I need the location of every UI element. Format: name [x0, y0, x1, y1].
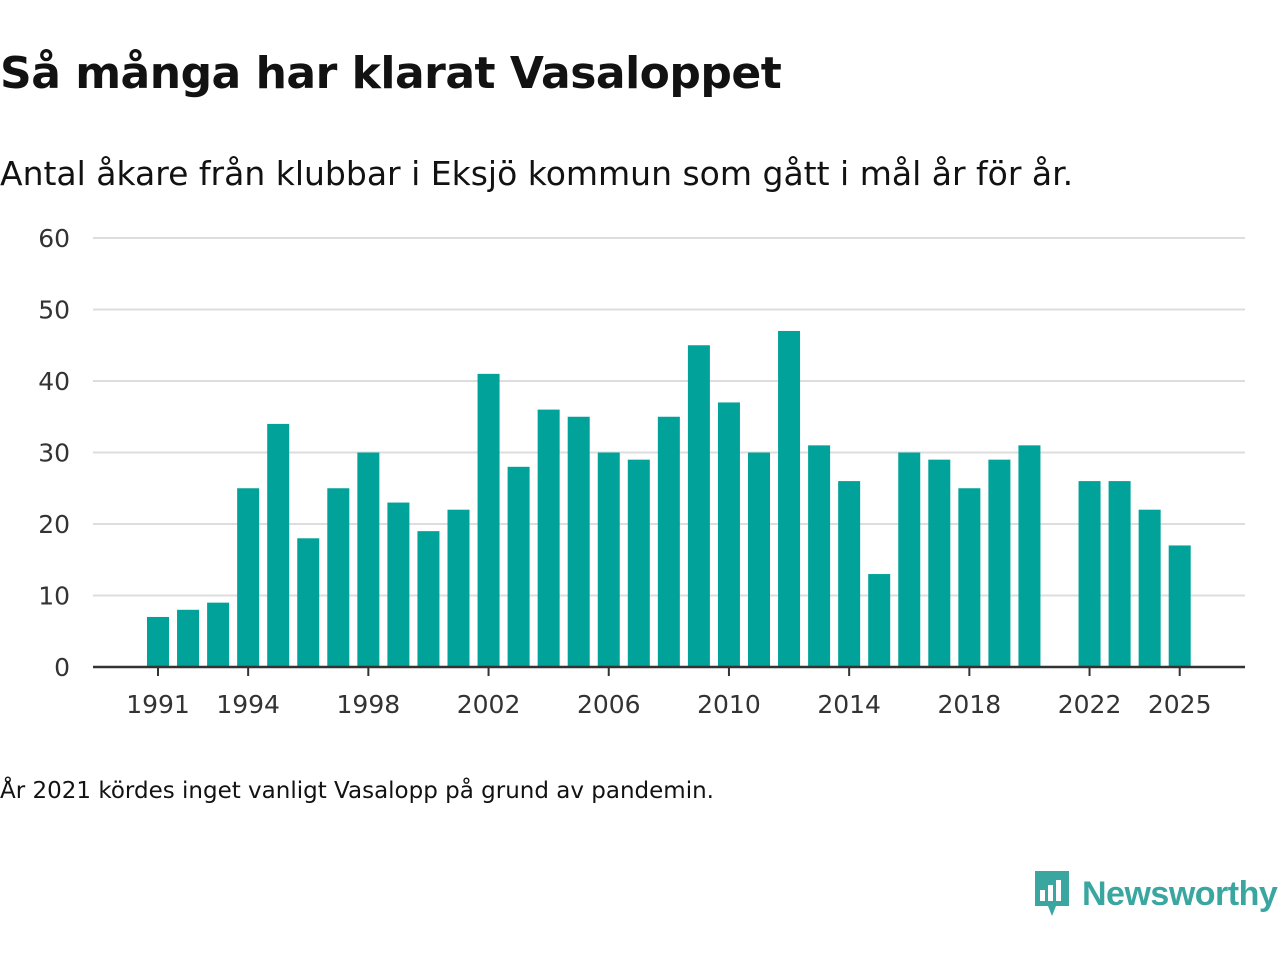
x-tick-label-2018: 2018 [938, 690, 1002, 719]
y-tick-label-0: 0 [54, 653, 70, 682]
bar-2004 [537, 409, 560, 667]
y-tick-label-40: 40 [38, 367, 70, 396]
y-tick-label-50: 50 [38, 296, 70, 325]
bar-chart: 0 10 20 30 40 50 60 1991 1994 1998 2002 2006 2010 20… [38, 224, 1245, 719]
bar-2016 [898, 452, 921, 667]
bar-2015 [868, 574, 891, 667]
bar-2003 [507, 466, 530, 667]
bar-1995 [267, 423, 290, 667]
x-tick-label-2002: 2002 [457, 690, 521, 719]
x-tick-label-2022: 2022 [1058, 690, 1122, 719]
bar-2006 [597, 452, 620, 667]
bar-2012 [778, 330, 801, 667]
chart-subtitle: Antal åkare från klubbar i Eksjö kommun … [0, 154, 1074, 193]
bar-2008 [657, 416, 680, 667]
footnote: År 2021 kördes inget vanligt Vasalopp på… [0, 778, 714, 804]
y-tick-label-10: 10 [38, 582, 70, 611]
bar-2007 [627, 459, 650, 667]
newsworthy-logo-text: Newsworthy [1082, 874, 1278, 913]
y-tick-label-30: 30 [38, 439, 70, 468]
bar-2009 [687, 345, 710, 667]
x-axis [93, 665, 1245, 676]
bar-2025 [1168, 545, 1191, 667]
x-tick-label-1991: 1991 [126, 690, 190, 719]
bar-2005 [567, 416, 590, 667]
bar-1999 [387, 502, 410, 667]
x-tick-label-2025: 2025 [1148, 690, 1212, 719]
x-tick-label-1994: 1994 [216, 690, 280, 719]
bar-1993 [207, 602, 230, 667]
y-axis-labels: 0 10 20 30 40 50 60 [38, 224, 70, 682]
bar-1997 [327, 488, 350, 667]
bar-2014 [838, 481, 861, 667]
newsworthy-logo: Newsworthy [1032, 868, 1278, 920]
y-tick-label-60: 60 [38, 224, 70, 253]
bar-1996 [297, 538, 320, 667]
bar-2022 [1078, 481, 1101, 667]
bar-2010 [717, 402, 740, 667]
bar-1991 [147, 616, 169, 667]
bar-1992 [177, 609, 200, 667]
x-axis-labels: 1991 1994 1998 2002 2006 2010 2014 2018 2022 2025 [126, 690, 1211, 719]
chart-title: Så många har klarat Vasaloppet [0, 48, 782, 99]
bar-2002 [477, 373, 500, 667]
bar-2018 [958, 488, 981, 667]
bar-2001 [447, 509, 470, 667]
x-tick-label-2014: 2014 [817, 690, 881, 719]
newsworthy-logo-icon [1035, 871, 1069, 916]
bar-1994 [237, 488, 260, 667]
bar-2019 [988, 459, 1011, 667]
bar-1998 [357, 452, 380, 667]
bar-2011 [748, 452, 770, 667]
bar-2000 [417, 531, 440, 667]
x-tick-label-2010: 2010 [697, 690, 761, 719]
x-tick-label-2006: 2006 [577, 690, 641, 719]
x-tick-label-1998: 1998 [337, 690, 401, 719]
bar-2013 [808, 445, 831, 667]
bar-2023 [1108, 481, 1131, 667]
bars [147, 330, 1191, 667]
bar-2020 [1018, 445, 1041, 667]
bar-2017 [928, 459, 951, 667]
y-tick-label-20: 20 [38, 510, 70, 539]
bar-2024 [1138, 509, 1161, 667]
